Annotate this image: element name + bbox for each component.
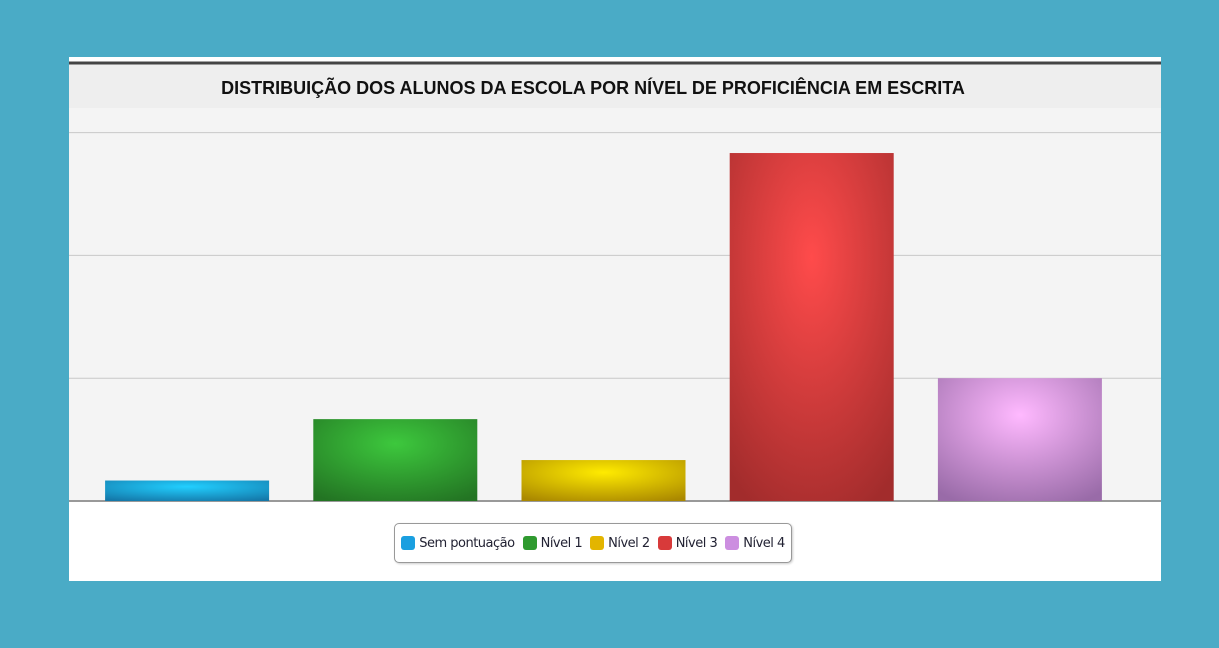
legend-label: Nível 3 [675,535,718,551]
legend-swatch [590,536,605,550]
chart: DISTRIBUIÇÃO DOS ALUNOS DA ESCOLA POR NÍ… [69,61,1161,502]
legend-swatch [657,536,672,550]
legend-item: Nível 4 [725,536,785,551]
legend-label: Sem pontuação [419,535,515,551]
bar [313,419,478,501]
legend: Sem pontuação Nível 1 Nível 2 Nível 3 Nível … [394,523,792,563]
legend-label: Nível 1 [540,535,583,551]
legend-label: Nível 2 [608,535,650,551]
bar [521,460,686,501]
bar [105,480,270,501]
bar [729,153,894,501]
legend-item: Nível 2 [590,536,650,551]
legend-swatch [401,536,416,550]
bar [937,378,1102,501]
legend-swatch [725,536,740,550]
chart-panel: DISTRIBUIÇÃO DOS ALUNOS DA ESCOLA POR NÍ… [69,57,1161,581]
legend-item: Nível 3 [657,535,718,551]
title-band [69,64,1161,108]
legend-item: Sem pontuação [401,535,515,551]
legend-swatch [522,536,537,550]
legend-item: Nível 1 [522,535,583,551]
chart-title: DISTRIBUIÇÃO DOS ALUNOS DA ESCOLA POR NÍ… [221,77,965,98]
legend-label: Nível 4 [743,535,785,551]
